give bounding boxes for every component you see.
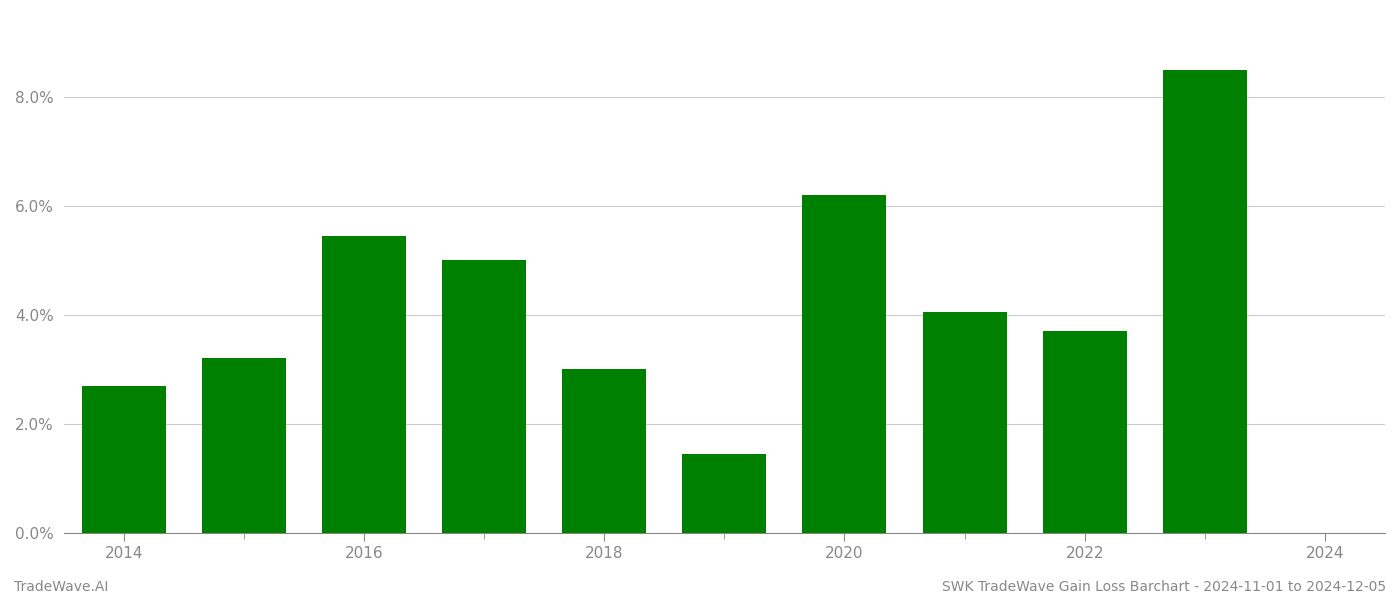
Bar [923,312,1007,533]
Bar [682,454,766,533]
Bar [202,358,286,533]
Bar [442,260,526,533]
Bar [322,236,406,533]
Bar [563,369,647,533]
Bar [1163,70,1247,533]
Bar [802,195,886,533]
Bar [81,386,165,533]
Bar [1043,331,1127,533]
Text: TradeWave.AI: TradeWave.AI [14,580,108,594]
Text: SWK TradeWave Gain Loss Barchart - 2024-11-01 to 2024-12-05: SWK TradeWave Gain Loss Barchart - 2024-… [942,580,1386,594]
